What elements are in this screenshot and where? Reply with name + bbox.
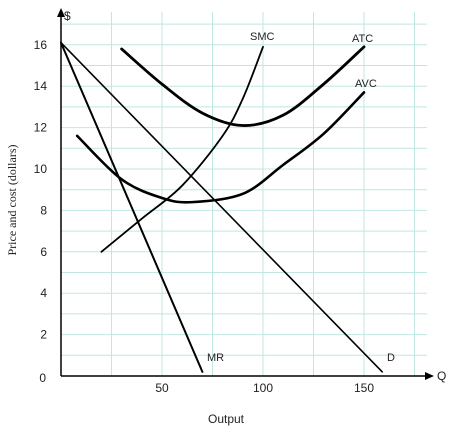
curve-atc	[120, 45, 366, 127]
x-tick-label: 150	[354, 381, 374, 395]
curve-label-avc: AVC	[355, 78, 377, 90]
y-axis-title: Price and cost (dollars)	[5, 145, 19, 256]
curve-label-d: D	[387, 352, 395, 364]
y-axis-symbol: $	[64, 9, 71, 23]
y-axis-arrow	[57, 8, 65, 17]
y-tick-label: 4	[40, 286, 47, 300]
x-tick-label: 100	[253, 381, 273, 395]
axes	[57, 8, 434, 380]
y-tick-label: 16	[34, 38, 48, 52]
curve-label-smc: SMC	[250, 31, 275, 43]
curve-label-atc: ATC	[352, 33, 373, 45]
curve-smc	[100, 45, 264, 253]
x-tick-label: 0	[39, 371, 46, 385]
curve-mr	[60, 41, 204, 373]
y-tick-label: 2	[40, 328, 47, 342]
tick-labels: 2 4 6 8 10 12 14 16 0 50 100 150	[34, 38, 375, 395]
grid	[61, 12, 427, 376]
x-axis-arrow	[425, 372, 434, 380]
y-tick-label: 6	[40, 245, 47, 259]
curve-d	[60, 41, 383, 373]
curves	[60, 41, 383, 373]
y-tick-label: 12	[34, 121, 48, 135]
y-tick-label: 8	[40, 203, 47, 217]
x-tick-label: 50	[155, 381, 169, 395]
curve-labels: D MR SMC ATC AVC	[207, 31, 395, 364]
x-axis-symbol: Q	[437, 369, 446, 383]
x-axis-title: Output	[208, 412, 245, 426]
y-tick-label: 14	[34, 79, 48, 93]
y-tick-label: 10	[34, 162, 48, 176]
curve-label-mr: MR	[207, 352, 224, 364]
curve-avc	[75, 91, 366, 204]
